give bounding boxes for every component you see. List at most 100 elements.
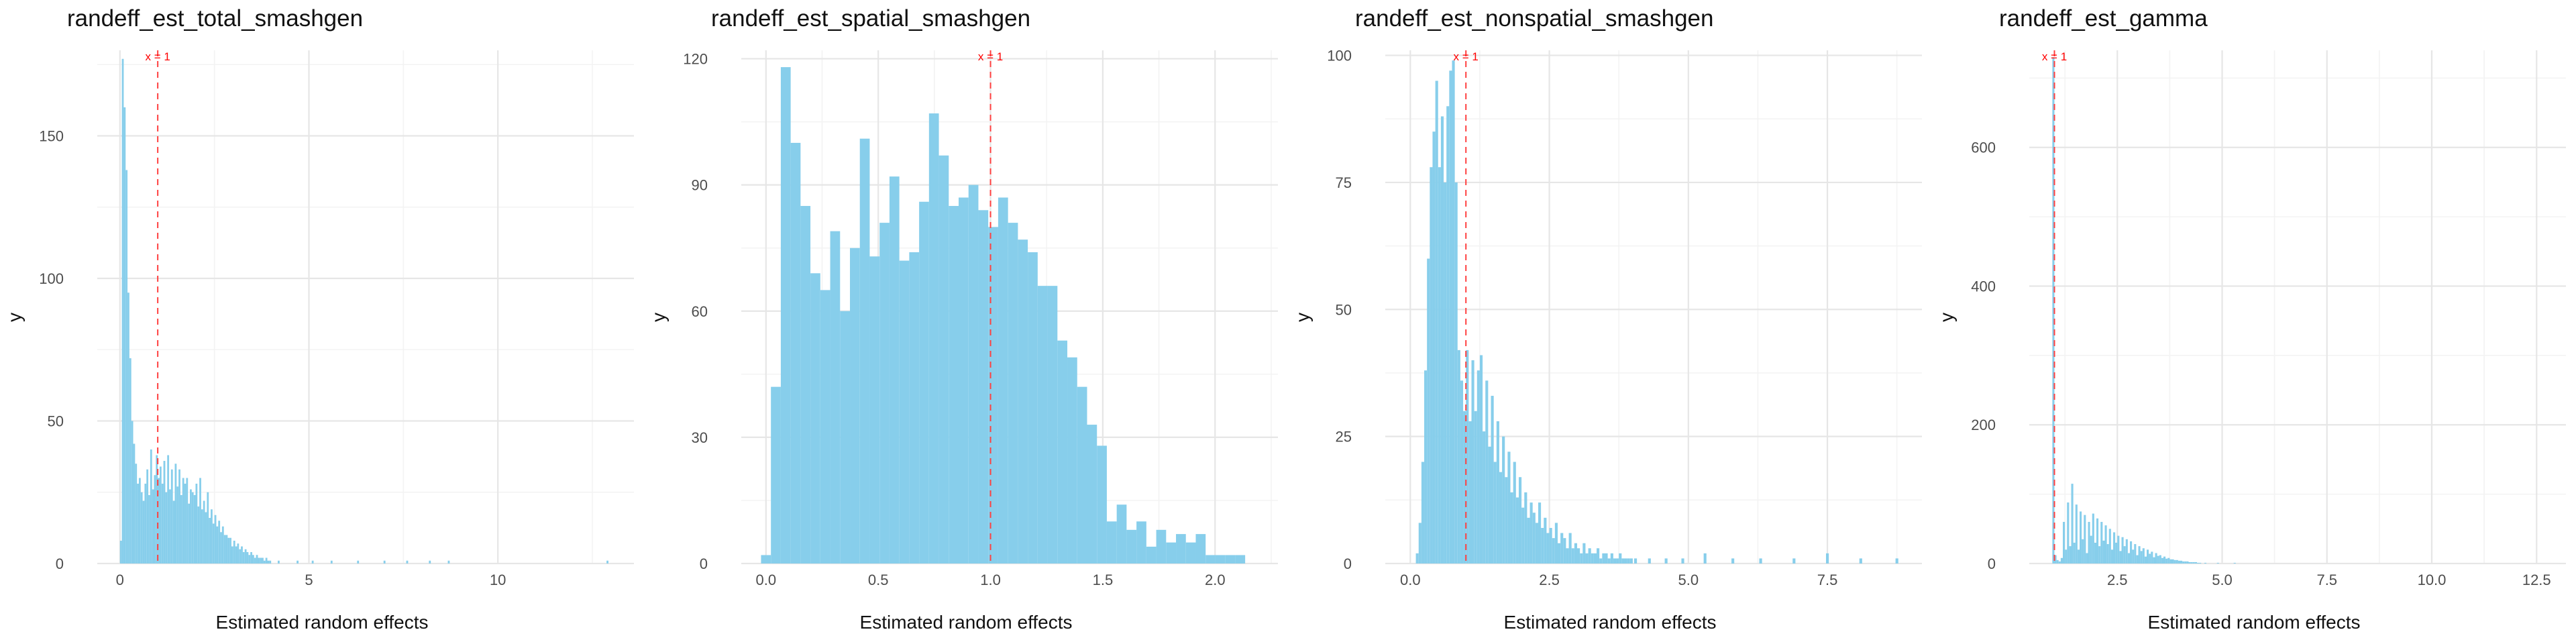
histogram-bar [188, 503, 191, 564]
x-axis-label: Estimated random effects [859, 612, 1073, 633]
y-tick-label: 600 [1971, 140, 1996, 156]
histogram-bar [184, 484, 186, 564]
histogram-bar [1457, 350, 1460, 564]
histogram-bar [201, 509, 203, 564]
histogram-bar [1518, 477, 1522, 564]
histogram-bar [138, 478, 141, 564]
histogram-bars [761, 67, 1246, 564]
histogram-bar [1491, 396, 1494, 564]
x-tick-label: 0.0 [1400, 572, 1421, 588]
histogram-bar [1703, 553, 1707, 564]
histogram-bar [212, 523, 215, 564]
histogram-bar [406, 560, 409, 564]
histogram-bar [1474, 411, 1477, 564]
histogram-bar [1610, 553, 1613, 564]
histogram-bar [919, 201, 929, 564]
histogram-bar [2052, 57, 2055, 564]
histogram-bar [1106, 521, 1117, 564]
histogram-bar [2077, 549, 2080, 564]
histogram-bar [1432, 131, 1436, 564]
histogram-bar [1664, 558, 1668, 564]
histogram-bar [154, 475, 156, 564]
histogram-bar [2159, 555, 2161, 564]
histogram-bar [1619, 553, 1622, 564]
histogram-bar [241, 546, 243, 564]
histogram-bar [1582, 543, 1586, 564]
histogram-bar [148, 495, 150, 564]
histogram-bar [771, 386, 781, 564]
histogram-bar [1560, 533, 1564, 564]
reference-annotation: x = 1 [145, 50, 170, 63]
histogram-bar [909, 252, 920, 564]
histogram-bar [1215, 555, 1226, 564]
histogram-bar [233, 541, 235, 564]
x-tick-label: 0.0 [756, 572, 777, 588]
histogram-bar [1444, 182, 1447, 564]
x-tick-label: 2.0 [1205, 572, 1226, 588]
histogram-bar [1028, 252, 1038, 564]
y-axis-label: y [4, 313, 25, 322]
histogram-bar [2165, 558, 2168, 564]
histogram-bar [237, 543, 239, 564]
histogram-bar [1521, 507, 1525, 564]
histogram-bar [216, 526, 219, 564]
histogram-bar [2104, 525, 2107, 564]
histogram-bar [1859, 558, 1862, 564]
y-tick-label: 100 [39, 270, 64, 287]
histogram-bar [221, 526, 224, 564]
x-tick-label: 10 [490, 572, 506, 588]
histogram-bar [2188, 561, 2191, 564]
histogram-bar [330, 560, 333, 564]
histogram-bar [2190, 561, 2193, 564]
histogram-bar [2167, 557, 2170, 564]
histogram-bar [1496, 421, 1499, 564]
histogram-bar [1485, 380, 1489, 564]
histogram-bar [159, 466, 162, 564]
x-tick-label: 5.0 [2212, 572, 2233, 588]
histogram-bar [1627, 558, 1630, 564]
histogram-bar [2094, 542, 2096, 564]
reference-annotation: x = 1 [1454, 50, 1479, 63]
histogram-bar [1588, 548, 1591, 564]
histogram-bar [199, 478, 201, 564]
histogram-bar [1681, 558, 1684, 564]
histogram-bar [1513, 462, 1516, 564]
histogram-bar [1493, 462, 1497, 564]
x-tick-label: 0.5 [868, 572, 889, 588]
histogram-bar [1546, 533, 1550, 564]
histogram-bar [949, 206, 959, 564]
histogram-plot-area: x = 1 2.5 5.0 7.5 10.0 12.5 0 200 400 600 [1971, 50, 2566, 588]
chart-title: randeff_est_gamma [1999, 5, 2208, 32]
histogram-bar [1616, 558, 1619, 564]
histogram-bar [165, 492, 168, 564]
histogram-bar [2073, 542, 2076, 564]
histogram-bar [859, 138, 870, 564]
y-tick-label: 50 [48, 413, 64, 430]
histogram-bar [2054, 555, 2057, 564]
histogram-bar [978, 210, 989, 564]
histogram-bar [2140, 551, 2143, 564]
histogram-bar [127, 292, 129, 564]
histogram-bar [2155, 553, 2157, 564]
histogram-bar [899, 260, 910, 564]
chart-title: randeff_est_total_smashgen [67, 5, 364, 32]
histogram-bar [191, 492, 194, 564]
histogram-bar [2204, 562, 2207, 564]
histogram-bar [1136, 521, 1146, 564]
y-axis-label: y [1936, 313, 1957, 322]
y-tick-label: 400 [1971, 278, 1996, 294]
histogram-bar [265, 557, 268, 564]
histogram-bar [142, 500, 145, 564]
y-tick-label: 100 [1327, 48, 1352, 64]
histogram-bar [1895, 558, 1898, 564]
histogram-bar [1421, 462, 1425, 564]
histogram-bar [131, 421, 133, 564]
x-tick-label: 1.5 [1093, 572, 1114, 588]
histogram-bar [1146, 546, 1157, 564]
histogram-bar [869, 256, 880, 564]
histogram-bar [2117, 535, 2120, 564]
histogram-bar [928, 113, 939, 564]
histogram-bar [156, 455, 158, 564]
histogram-bar [167, 455, 170, 564]
histogram-bar [1077, 386, 1087, 564]
